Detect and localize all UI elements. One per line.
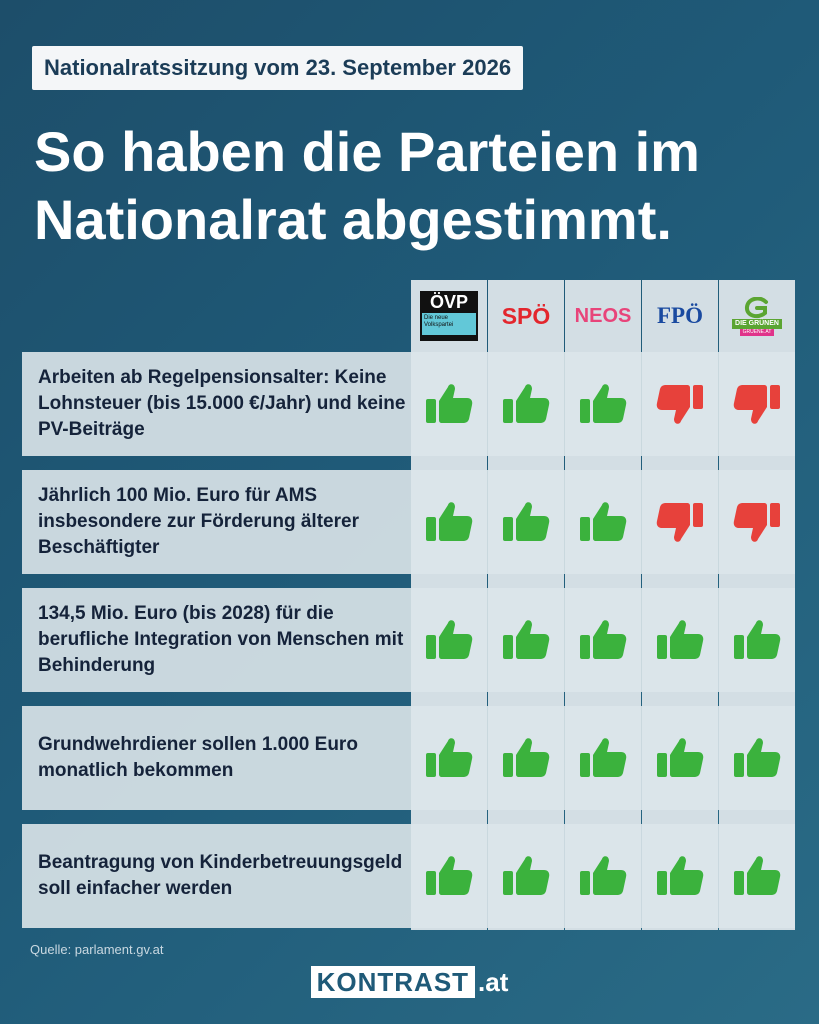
thumbs-up-icon	[503, 856, 550, 895]
party-name: DIE GRÜNEN	[732, 318, 782, 329]
vote-topic: Grundwehrdiener sollen 1.000 Euro monatl…	[38, 734, 358, 781]
party-name: SPÖ	[501, 302, 551, 329]
vote-cell	[642, 352, 718, 456]
vote-cell	[488, 824, 564, 928]
vote-cell	[488, 352, 564, 456]
thumbs-down-icon	[656, 503, 703, 542]
brand-logo: KONTRAST .at	[0, 966, 819, 998]
party-logo: FPÖ	[642, 285, 718, 347]
party-logo: SPÖ	[488, 285, 564, 347]
vote-cell	[488, 470, 564, 574]
vote-cell	[411, 352, 487, 456]
date-badge: Nationalratssitzung vom 23. September 20…	[32, 46, 524, 90]
thumbs-up-icon	[426, 502, 473, 541]
thumbs-up-icon	[580, 384, 627, 423]
thumbs-up-icon	[580, 502, 627, 541]
thumbs-up-icon	[503, 502, 550, 541]
vote-cell	[411, 824, 487, 928]
party-name: NEOS	[574, 304, 632, 327]
vote-cell	[719, 470, 795, 574]
party-logo: ÖVP Die neue Volkspartei	[411, 285, 487, 347]
thumbs-up-icon	[580, 856, 627, 895]
thumbs-up-icon	[503, 738, 550, 777]
vote-topic: Jährlich 100 Mio. Euro für AMS insbesond…	[38, 485, 359, 558]
brand-name: KONTRAST	[310, 966, 476, 998]
thumbs-down-icon	[733, 385, 780, 424]
thumbs-up-icon	[503, 384, 550, 423]
source-note: Quelle: parlament.gv.at	[30, 942, 164, 957]
vote-cell	[642, 588, 718, 692]
greens-emblem-icon	[744, 296, 768, 318]
page-title: So haben die Parteien im Nationalrat abg…	[34, 120, 700, 251]
vote-cell	[719, 352, 795, 456]
party-name: ÖVP	[429, 292, 468, 312]
vote-cell	[565, 706, 641, 810]
vote-row: Jährlich 100 Mio. Euro für AMS insbesond…	[22, 470, 795, 574]
party-logo: DIE GRÜNEN GRUENE.AT	[719, 285, 795, 347]
vote-cell	[411, 470, 487, 574]
vote-cell	[642, 706, 718, 810]
vote-row: Arbeiten ab Regelpensionsalter: Keine Lo…	[22, 352, 795, 456]
thumbs-down-icon	[733, 503, 780, 542]
vote-cell	[565, 470, 641, 574]
vote-cell	[411, 588, 487, 692]
thumbs-up-icon	[734, 738, 781, 777]
vote-cell	[565, 824, 641, 928]
thumbs-up-icon	[426, 620, 473, 659]
vote-cell	[642, 470, 718, 574]
vote-cell	[411, 706, 487, 810]
vote-topic: Beantragung von Kinderbetreuungsgeld sol…	[38, 852, 403, 899]
party-name: FPÖ	[657, 303, 703, 328]
vote-row: 134,5 Mio. Euro (bis 2028) für die beruf…	[22, 588, 795, 692]
party-subtitle: Die neue Volkspartei	[422, 313, 476, 335]
thumbs-up-icon	[734, 620, 781, 659]
vote-topic: Arbeiten ab Regelpensionsalter: Keine Lo…	[38, 367, 406, 440]
thumbs-down-icon	[656, 385, 703, 424]
vote-cell	[719, 824, 795, 928]
thumbs-up-icon	[503, 620, 550, 659]
vote-cell	[719, 706, 795, 810]
vote-cell	[719, 588, 795, 692]
thumbs-up-icon	[426, 856, 473, 895]
thumbs-up-icon	[580, 620, 627, 659]
party-logo: NEOS	[565, 285, 641, 347]
vote-cell	[488, 706, 564, 810]
thumbs-up-icon	[734, 856, 781, 895]
brand-tld: .at	[478, 966, 509, 997]
thumbs-up-icon	[657, 620, 704, 659]
vote-cell	[565, 588, 641, 692]
thumbs-up-icon	[580, 738, 627, 777]
vote-cell	[488, 588, 564, 692]
thumbs-up-icon	[426, 738, 473, 777]
vote-cell	[565, 352, 641, 456]
thumbs-up-icon	[657, 738, 704, 777]
vote-row: Beantragung von Kinderbetreuungsgeld sol…	[22, 824, 795, 928]
vote-topic: 134,5 Mio. Euro (bis 2028) für die beruf…	[38, 603, 404, 676]
party-subtitle: GRUENE.AT	[739, 328, 775, 336]
thumbs-up-icon	[426, 384, 473, 423]
vote-row: Grundwehrdiener sollen 1.000 Euro monatl…	[22, 706, 795, 810]
thumbs-up-icon	[657, 856, 704, 895]
vote-cell	[642, 824, 718, 928]
